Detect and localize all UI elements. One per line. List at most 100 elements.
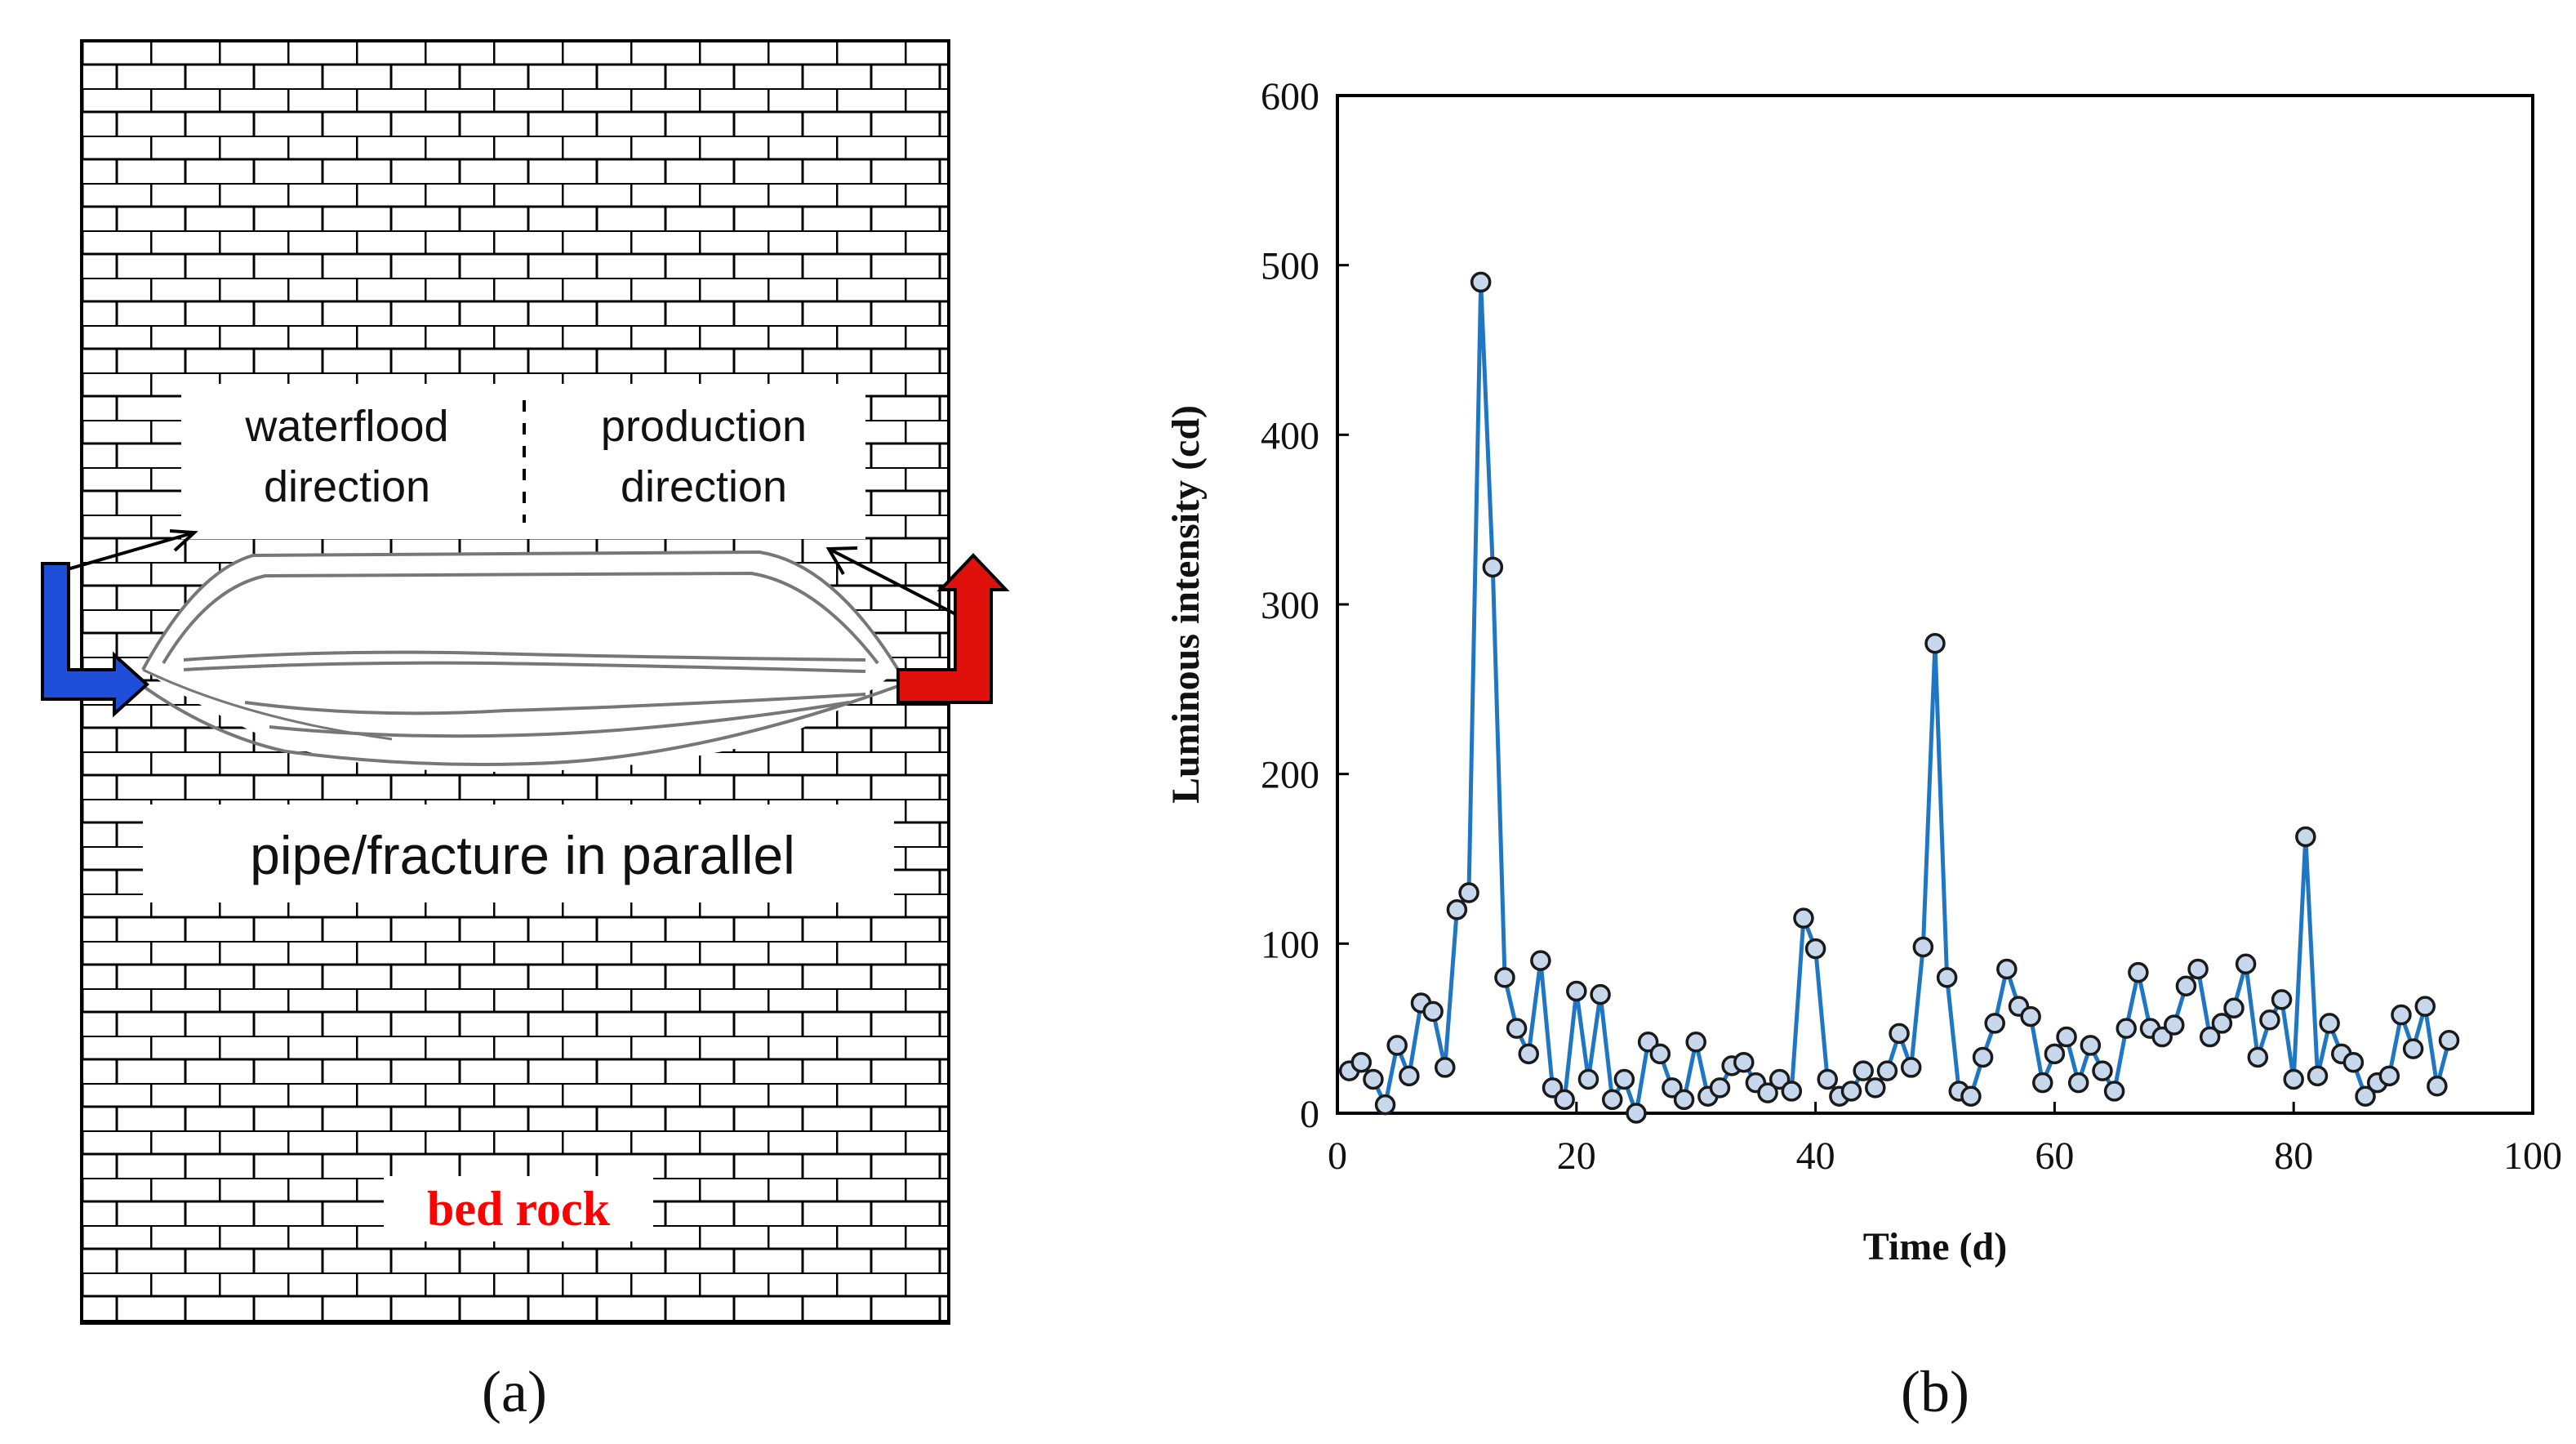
x-axis-label: Time (d)	[1863, 1225, 2007, 1268]
x-tick-label: 0	[1328, 1134, 1347, 1178]
y-tick-label: 400	[1261, 414, 1319, 457]
data-point	[1685, 1032, 1706, 1053]
data-point	[1649, 1043, 1671, 1065]
pipe-label-box	[143, 804, 894, 902]
data-point	[2307, 1065, 2329, 1087]
caption-a: (a)	[482, 1359, 547, 1424]
data-point	[1374, 1094, 1396, 1116]
data-point	[1936, 967, 1958, 988]
y-tick-label: 300	[1261, 584, 1319, 627]
data-point	[1590, 983, 1611, 1005]
data-point	[2414, 996, 2436, 1017]
data-point	[1435, 1057, 1456, 1078]
data-point	[2056, 1026, 2077, 1048]
x-tick-label: 40	[1796, 1134, 1835, 1178]
pipe-fracture-label: pipe/fracture in parallel	[250, 825, 795, 885]
y-tick-label: 0	[1300, 1093, 1319, 1136]
x-tick-label: 100	[2503, 1134, 2562, 1178]
data-point	[1494, 967, 1515, 988]
data-point	[1506, 1018, 1528, 1039]
data-point	[2438, 1029, 2460, 1051]
outflow-arrow	[896, 553, 1010, 704]
data-point	[2427, 1076, 2448, 1097]
data-point	[1793, 907, 1814, 929]
data-point	[2067, 1072, 2089, 1094]
data-point	[1865, 1077, 1886, 1099]
waterflood-label-line2: direction	[264, 462, 430, 511]
data-point	[1889, 1023, 1910, 1045]
data-point	[2103, 1081, 2125, 1102]
data-point	[2223, 997, 2245, 1018]
data-point	[1912, 936, 1934, 958]
data-point	[1399, 1065, 1420, 1087]
data-point	[2295, 826, 2316, 848]
data-point	[1518, 1043, 1539, 1065]
data-point	[1768, 1068, 1791, 1090]
data-point	[1626, 1103, 1647, 1124]
data-point	[2211, 1013, 2233, 1034]
data-point	[2247, 1046, 2269, 1068]
data-point	[1577, 1068, 1599, 1090]
data-point	[1482, 556, 1504, 578]
y-tick-label: 500	[1261, 245, 1319, 288]
data-point	[2175, 975, 2197, 996]
x-axis: 0 20 40 60 80 100	[1328, 1102, 2562, 1178]
y-axis: 0 100 200 300 400 500 600	[1261, 75, 1349, 1136]
data-point	[1458, 882, 1479, 903]
data-point	[1924, 633, 1946, 654]
data-point	[2092, 1060, 2113, 1081]
y-tick-label: 200	[1261, 754, 1319, 797]
data-point	[1972, 1046, 1994, 1068]
data-point	[2044, 1043, 2066, 1065]
data-point	[1446, 899, 1468, 920]
data-point	[2271, 989, 2293, 1010]
data-point	[1601, 1089, 1623, 1111]
data-point	[2355, 1085, 2376, 1107]
data-point	[1733, 1051, 1755, 1073]
data-point	[1960, 1085, 1982, 1107]
data-point	[2378, 1065, 2400, 1087]
data-point	[1363, 1068, 1384, 1090]
data-point	[2020, 1005, 2041, 1027]
data-point	[2032, 1072, 2053, 1094]
data-point	[1350, 1051, 1373, 1073]
bedrock-label-box	[384, 1176, 653, 1241]
data-point	[1566, 980, 1587, 1002]
data-point	[2283, 1068, 2304, 1090]
data-point	[2235, 953, 2257, 975]
panel-b-chart: 0 100 200 300 400 500 600 0 20 40 60 80 100 Time (d…	[1164, 75, 2562, 1424]
data-point	[1781, 1081, 1803, 1102]
data-point	[2199, 1026, 2221, 1048]
data-point	[1709, 1077, 1731, 1099]
data-point	[2128, 961, 2149, 983]
x-tick-label: 80	[2274, 1134, 2313, 1178]
waterflood-label-line1: waterflood	[244, 402, 448, 451]
inflow-arrow	[41, 562, 149, 718]
data-point	[2151, 1026, 2173, 1048]
data-point	[1530, 950, 1551, 971]
data-point	[2319, 1013, 2340, 1034]
data-point	[1840, 1081, 1862, 1102]
data-point	[2259, 1009, 2280, 1031]
data-point	[1470, 271, 1492, 293]
bedrock-label: bed rock	[427, 1182, 611, 1236]
data-point	[1757, 1082, 1778, 1103]
data-point	[1542, 1077, 1564, 1099]
data-point	[1422, 1001, 1444, 1023]
data-point	[2391, 1004, 2412, 1026]
data-point	[1662, 1077, 1683, 1099]
fracture-network	[141, 550, 900, 772]
x-tick-label: 60	[2035, 1134, 2074, 1178]
data-point	[2164, 1014, 2185, 1036]
data-point	[1984, 1013, 2005, 1034]
data-point	[2187, 958, 2209, 980]
data-point	[1853, 1060, 1874, 1081]
y-axis-label: Luminous intensity (cd)	[1164, 405, 1208, 804]
y-tick-label: 600	[1261, 75, 1319, 118]
production-arrow	[825, 546, 966, 621]
panel-a-schematic: waterflood direction production directio…	[41, 39, 1010, 1424]
data-point	[1876, 1060, 1898, 1081]
data-point	[1900, 1057, 1922, 1078]
data-point	[1804, 938, 1826, 960]
